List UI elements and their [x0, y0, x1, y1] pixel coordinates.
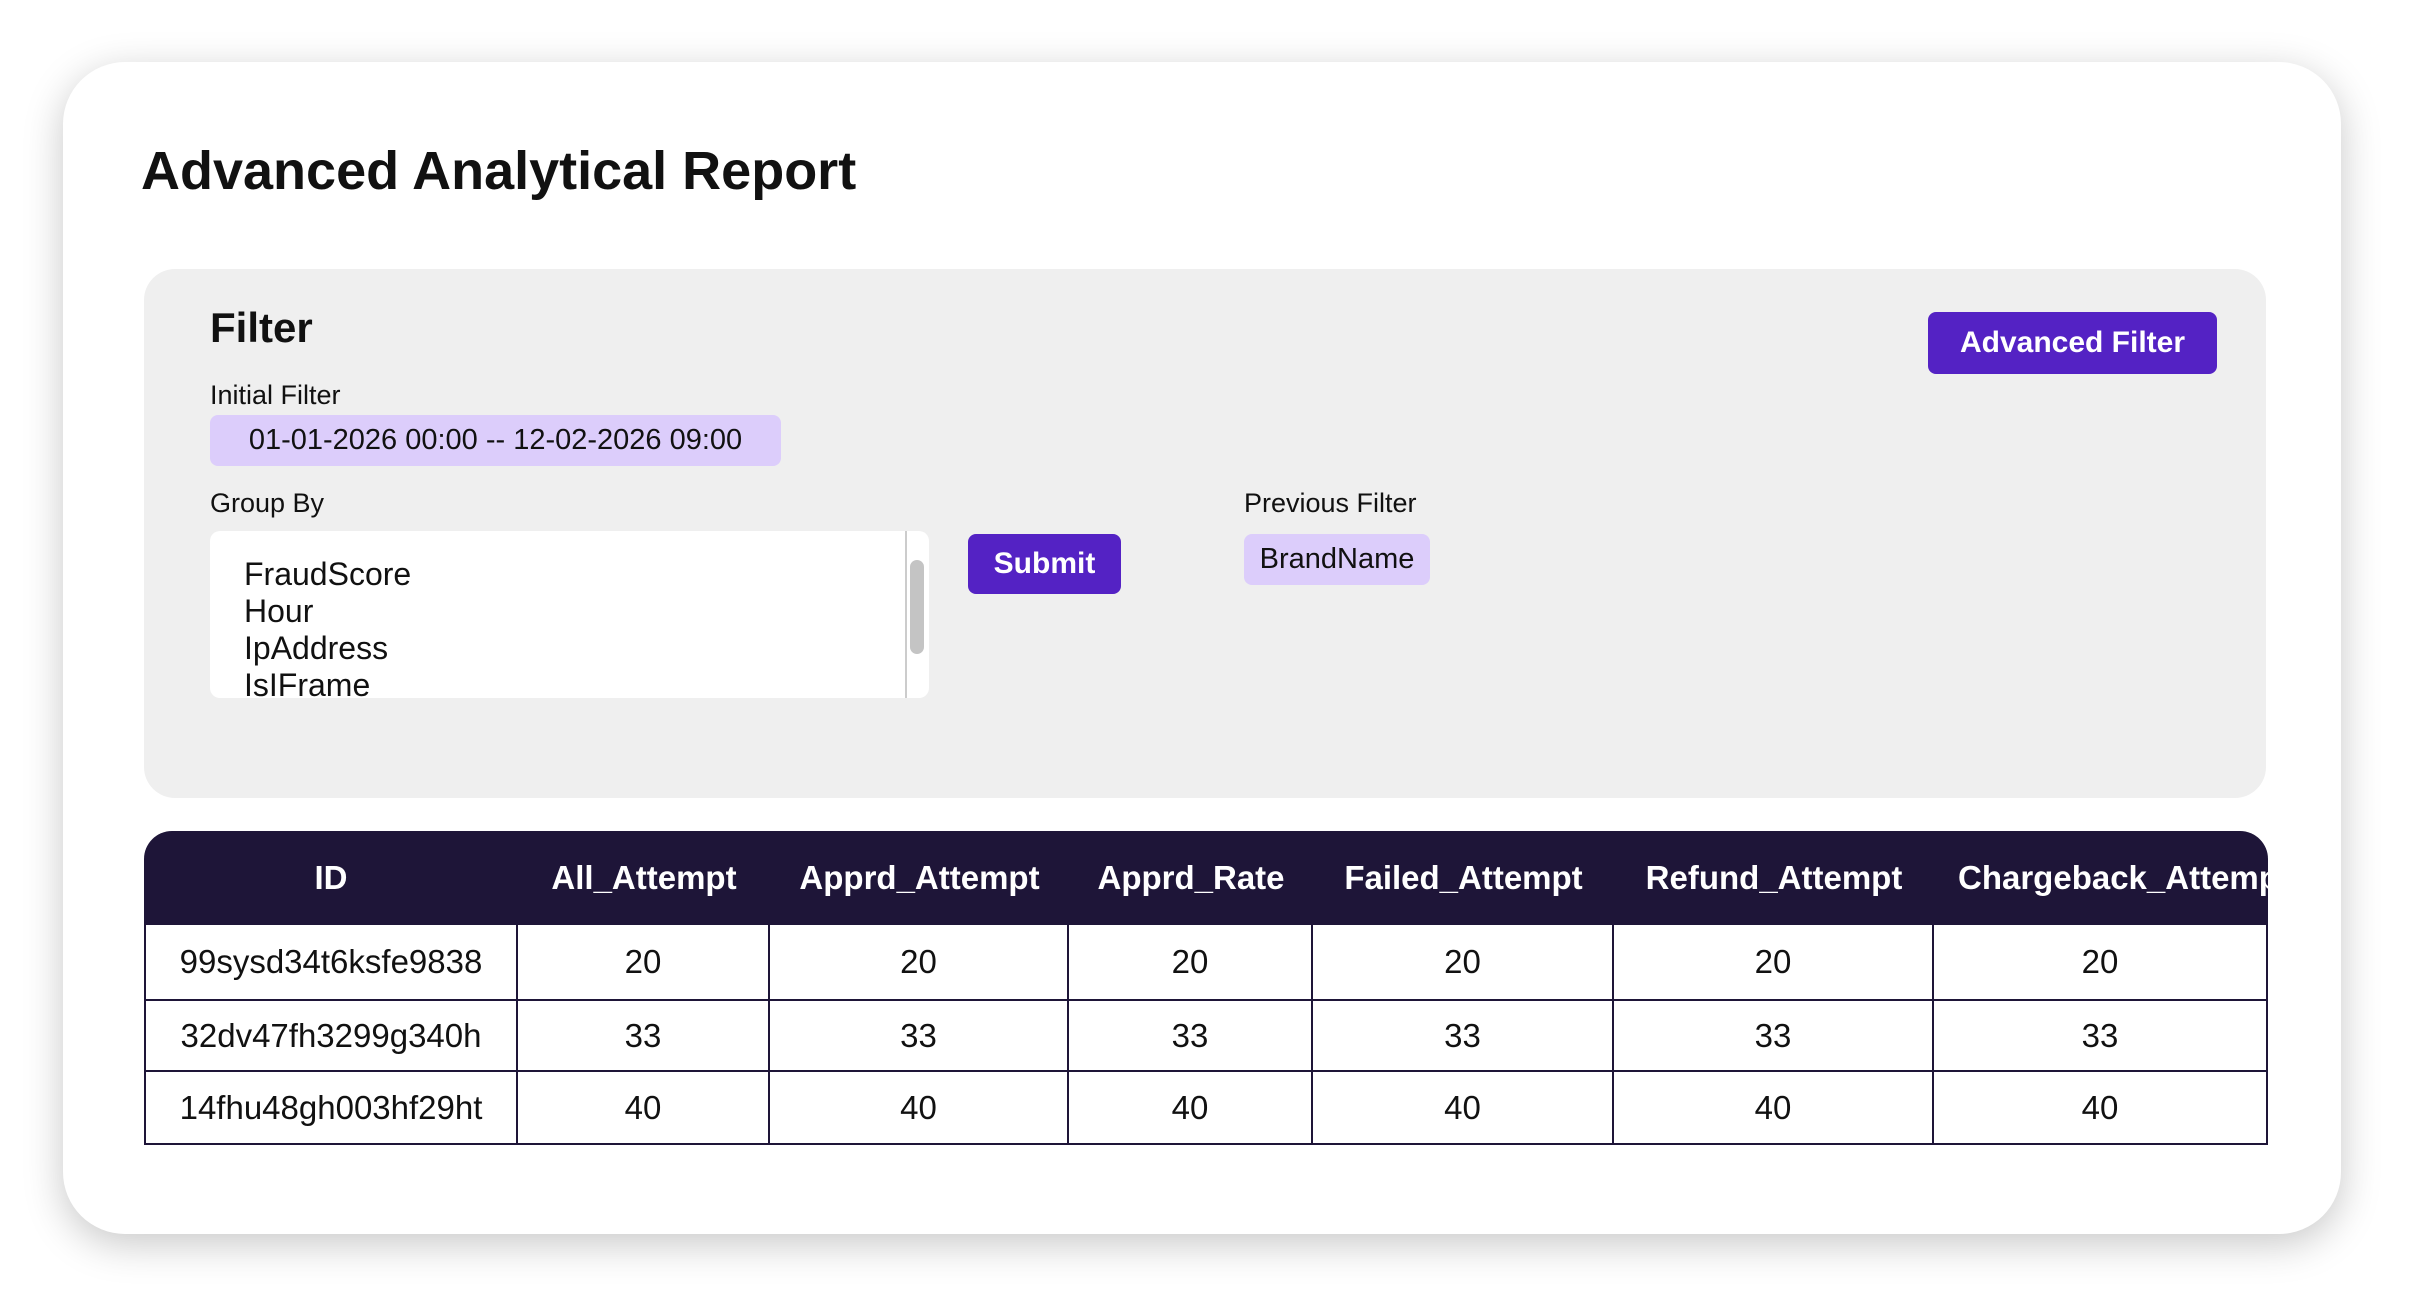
- page-title: Advanced Analytical Report: [141, 141, 857, 201]
- group-by-option[interactable]: IsIFrame: [244, 667, 371, 698]
- table-cell: 32dv47fh3299g340h: [144, 1001, 518, 1072]
- group-by-option[interactable]: FraudScore: [244, 556, 412, 592]
- group-by-option[interactable]: IpAddress: [244, 630, 389, 666]
- table-cell: 20: [1934, 925, 2268, 1001]
- column-header: Failed_Attempt: [1313, 831, 1614, 925]
- table-cell: 33: [1614, 1001, 1934, 1072]
- table-cell: 33: [1069, 1001, 1313, 1072]
- column-header: Refund_Attempt: [1614, 831, 1934, 925]
- group-by-option[interactable]: Hour: [244, 593, 314, 629]
- column-header: Apprd_Attempt: [770, 831, 1069, 925]
- table-cell: 33: [518, 1001, 770, 1072]
- table-cell: 20: [1313, 925, 1614, 1001]
- table-cell: 20: [518, 925, 770, 1001]
- table-cell: 14fhu48gh003hf29ht: [144, 1072, 518, 1145]
- column-header: ID: [144, 831, 518, 925]
- table-cell: 40: [1614, 1072, 1934, 1145]
- table-cell: 20: [1069, 925, 1313, 1001]
- table-cell: 20: [770, 925, 1069, 1001]
- table-cell: 40: [1313, 1072, 1614, 1145]
- table-cell: 99sysd34t6ksfe9838: [144, 925, 518, 1001]
- initial-filter-label: Initial Filter: [210, 380, 341, 410]
- initial-filter-chip[interactable]: 01-01-2026 00:00 -- 12-02-2026 09:00: [210, 415, 781, 466]
- advanced-filter-button[interactable]: Advanced Filter: [1928, 312, 2217, 374]
- table-cell: 40: [518, 1072, 770, 1145]
- column-header: All_Attempt: [518, 831, 770, 925]
- table-cell: 33: [1313, 1001, 1614, 1072]
- group-by-list[interactable]: FraudScore Hour IpAddress IsIFrame: [210, 531, 929, 698]
- scrollbar-thumb[interactable]: [910, 560, 924, 654]
- table-cell: 40: [770, 1072, 1069, 1145]
- table-cell: 33: [770, 1001, 1069, 1072]
- table-cell: 20: [1614, 925, 1934, 1001]
- submit-button[interactable]: Submit: [968, 534, 1121, 594]
- table-cell: 33: [1934, 1001, 2268, 1072]
- previous-filter-label: Previous Filter: [1244, 488, 1417, 518]
- table-cell: 40: [1069, 1072, 1313, 1145]
- previous-filter-chip[interactable]: BrandName: [1244, 534, 1430, 585]
- report-table: ID All_Attempt Apprd_Attempt Apprd_Rate Fail…: [144, 831, 2268, 1145]
- filter-title: Filter: [210, 304, 313, 351]
- column-header: Apprd_Rate: [1069, 831, 1313, 925]
- group-by-label: Group By: [210, 488, 325, 518]
- column-header: Chargeback_Attempt: [1934, 831, 2268, 925]
- table-cell: 40: [1934, 1072, 2268, 1145]
- scrollbar-track: [905, 531, 907, 698]
